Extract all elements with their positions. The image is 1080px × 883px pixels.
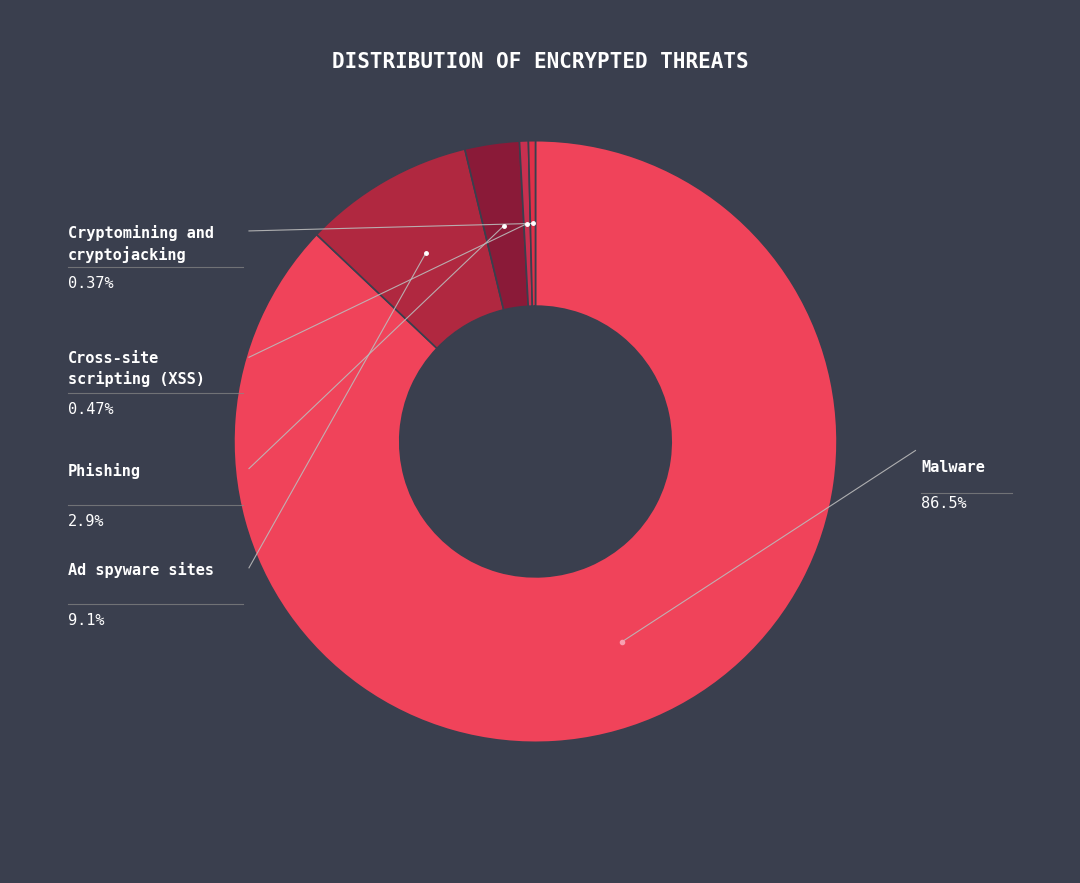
Text: 2.9%: 2.9% <box>68 514 105 529</box>
Text: Cryptomining and
cryptojacking: Cryptomining and cryptojacking <box>68 225 214 263</box>
Text: Malware: Malware <box>921 459 985 474</box>
Text: DISTRIBUTION OF ENCRYPTED THREATS: DISTRIBUTION OF ENCRYPTED THREATS <box>332 52 748 72</box>
Text: Cross-site
scripting (XSS): Cross-site scripting (XSS) <box>68 351 205 388</box>
Wedge shape <box>234 140 837 743</box>
Text: 0.47%: 0.47% <box>68 403 113 418</box>
Text: 86.5%: 86.5% <box>921 495 967 510</box>
Text: 9.1%: 9.1% <box>68 613 105 628</box>
Text: 0.37%: 0.37% <box>68 276 113 291</box>
Text: Ad spyware sites: Ad spyware sites <box>68 562 214 577</box>
Text: Phishing: Phishing <box>68 463 141 479</box>
Wedge shape <box>464 141 528 310</box>
Wedge shape <box>316 149 503 349</box>
Wedge shape <box>528 140 536 306</box>
Wedge shape <box>519 140 532 306</box>
